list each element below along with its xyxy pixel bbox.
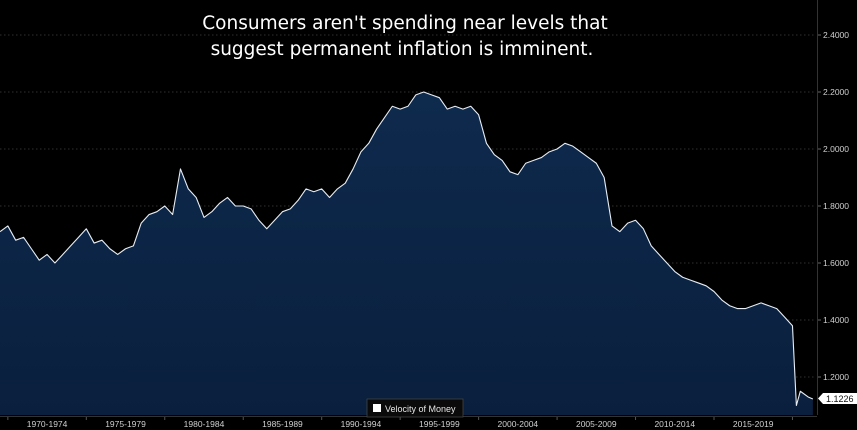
y-tick-label: 2.4000 bbox=[823, 30, 849, 40]
chart-title-line-2: suggest permanent inflation is imminent. bbox=[211, 39, 594, 60]
last-value-badge: 1.1226 bbox=[818, 393, 857, 404]
x-tick-label: 1975-1979 bbox=[105, 419, 146, 429]
x-tick-label: 2010-2014 bbox=[654, 419, 695, 429]
y-tick-label: 1.8000 bbox=[823, 201, 849, 211]
series-area bbox=[0, 92, 813, 415]
y-tick-label: 2.0000 bbox=[823, 144, 849, 154]
y-tick-label: 2.2000 bbox=[823, 87, 849, 97]
y-tick-label: 1.2000 bbox=[823, 372, 849, 382]
x-tick-label: 2015-2019 bbox=[733, 419, 774, 429]
series-area-fill bbox=[0, 92, 813, 415]
chart-title-line-1: Consumers aren't spending near levels th… bbox=[202, 13, 607, 34]
legend[interactable]: Velocity of Money bbox=[366, 398, 464, 418]
y-tick-label: 1.4000 bbox=[823, 315, 849, 325]
y-tick-label: 1.6000 bbox=[823, 258, 849, 268]
x-tick-label: 1970-1974 bbox=[27, 419, 68, 429]
legend-box bbox=[366, 398, 464, 418]
series-line-path bbox=[0, 91, 814, 407]
legend-label: Velocity of Money bbox=[385, 404, 456, 414]
x-tick-label: 1980-1984 bbox=[184, 419, 225, 429]
x-tick-label: 2000-2004 bbox=[498, 419, 539, 429]
x-tick-label: 1995-1999 bbox=[419, 419, 460, 429]
x-axis-ticks: 1970-1974 1975-1979 1980-1984 1985-1989 1990… bbox=[7, 416, 793, 429]
x-tick-label: 1985-1989 bbox=[262, 419, 303, 429]
legend-swatch bbox=[373, 404, 381, 412]
x-tick-label: 1990-1994 bbox=[341, 419, 382, 429]
last-value-label: 1.1226 bbox=[826, 394, 854, 404]
last-value-badge-shape bbox=[818, 393, 857, 404]
y-axis-ticks: 1.2000 1.4000 1.6000 1.8000 2.0000 2.2000 2.40… bbox=[817, 30, 849, 382]
series-line bbox=[0, 91, 814, 407]
x-tick-label: 2005-2009 bbox=[576, 419, 617, 429]
